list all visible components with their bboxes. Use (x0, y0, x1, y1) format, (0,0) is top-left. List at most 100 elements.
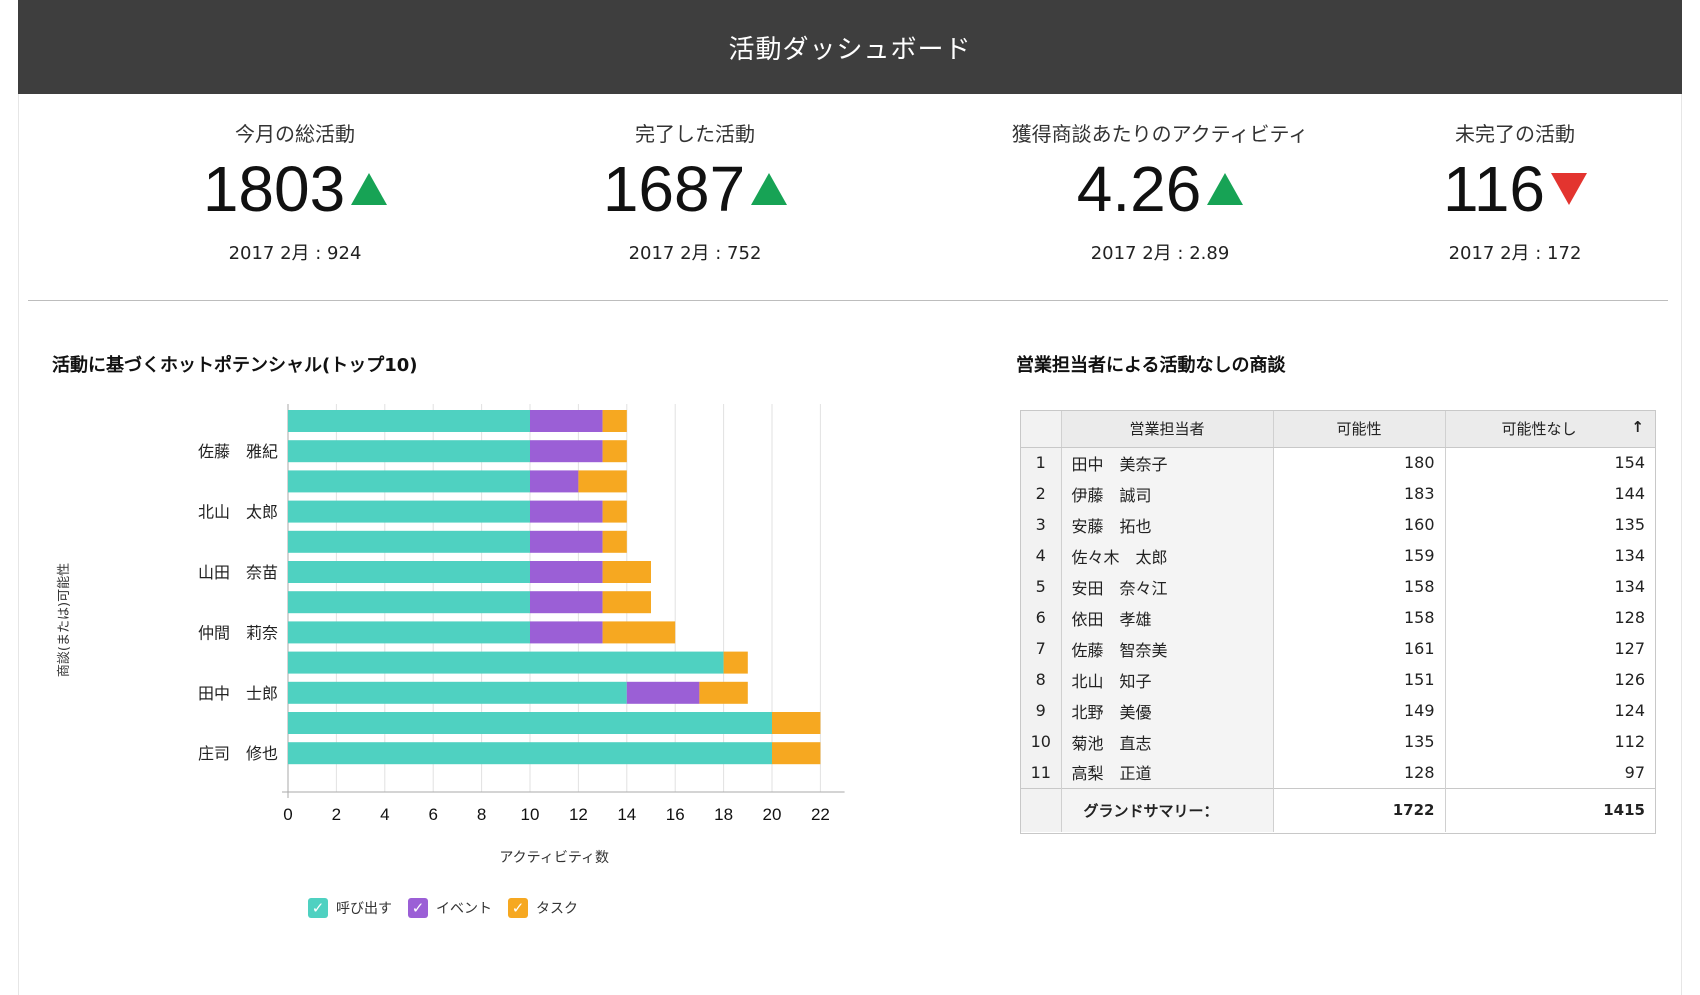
bar-segment[interactable] (602, 591, 651, 614)
bar-segment[interactable] (602, 440, 627, 463)
legend-item-event[interactable]: ✓ イベント (408, 898, 492, 918)
bar-segment[interactable] (530, 500, 603, 523)
x-tick-label: 12 (569, 805, 588, 824)
table-row[interactable]: 9 北野 美優 149 124 (1021, 695, 1655, 726)
row-index (1021, 787, 1062, 832)
table-row[interactable]: 6 依田 孝雄 158 128 (1021, 602, 1655, 633)
bar-segment[interactable] (288, 712, 772, 734)
bar-segment[interactable] (288, 621, 530, 644)
bar-segment[interactable] (288, 530, 530, 553)
potential-cell: 180 (1273, 447, 1446, 478)
legend-label: イベント (436, 901, 492, 917)
bar-segment[interactable] (288, 742, 772, 765)
trend-up-icon (1207, 173, 1244, 205)
kpi-comparison: 2017 2月 : 752 (628, 243, 762, 264)
category-label: 山田 奈苗 (198, 563, 278, 582)
trend-up-icon (351, 173, 388, 205)
table-row[interactable]: 5 安田 奈々江 158 134 (1021, 571, 1655, 602)
column-header-no-potential[interactable]: 可能性なし ↑ (1445, 411, 1655, 448)
bar-segment[interactable] (530, 530, 603, 553)
legend-item-call[interactable]: ✓ 呼び出す (308, 898, 392, 918)
bar-segment[interactable] (578, 470, 627, 493)
bar-segment[interactable] (288, 500, 530, 523)
table-title: 営業担当者による活動なしの商談 (1016, 355, 1286, 376)
table-row[interactable]: 11 高梨 正道 128 97 (1021, 757, 1655, 788)
bar-segment[interactable] (602, 530, 627, 553)
bar-segment[interactable] (723, 651, 748, 674)
row-index: 10 (1021, 726, 1062, 757)
rep-name-cell: 佐々木 太郎 (1061, 540, 1274, 571)
kpi-activities-per-deal[interactable]: 獲得商談あたりのアクティビティ 4.26 2017 2月 : 2.89 (975, 118, 1345, 265)
sort-up-arrow-icon[interactable]: ↑ (1631, 418, 1644, 437)
total-label: グランドサマリー： (1061, 787, 1274, 832)
kpi-value: 1803 (202, 153, 346, 225)
bar-segment[interactable] (772, 742, 821, 765)
bar-segment[interactable] (288, 561, 530, 583)
row-index: 8 (1021, 664, 1062, 695)
bar-segment[interactable] (530, 470, 579, 493)
kpi-total-activities[interactable]: 今月の総活動 1803 2017 2月 : 924 (150, 118, 440, 265)
rep-name-cell: 依田 孝雄 (1061, 602, 1274, 633)
kpi-label: 今月の総活動 (235, 122, 355, 146)
bar-segment[interactable] (530, 591, 603, 614)
kpi-value: 4.26 (1076, 153, 1202, 225)
page-title: 活動ダッシュボード (728, 34, 972, 65)
table-row[interactable]: 4 佐々木 太郎 159 134 (1021, 540, 1655, 571)
row-index: 1 (1021, 447, 1062, 478)
bar-segment[interactable] (288, 470, 530, 493)
rep-name-cell: 北山 知子 (1061, 664, 1274, 695)
no-potential-cell: 127 (1614, 639, 1645, 658)
bar-segment[interactable] (602, 500, 627, 523)
kpi-label: 獲得商談あたりのアクティビティ (1011, 122, 1309, 146)
legend-label: 呼び出す (336, 901, 392, 917)
bar-segment[interactable] (288, 591, 530, 614)
bar-segment[interactable] (602, 621, 676, 644)
x-tick-label: 18 (714, 805, 733, 824)
bar-segment[interactable] (530, 440, 603, 463)
column-header-potential[interactable]: 可能性 (1273, 411, 1446, 448)
y-axis-label: 商談(または)可能性 (56, 563, 72, 677)
bar-segment[interactable] (772, 712, 821, 734)
check-icon[interactable]: ✓ (408, 898, 428, 918)
chart-legend: ✓ 呼び出す ✓ イベント ✓ タスク (308, 898, 594, 918)
bar-segment[interactable] (288, 681, 627, 704)
legend-item-task[interactable]: ✓ タスク (508, 898, 578, 918)
bar-segment[interactable] (530, 410, 603, 432)
column-header-rep[interactable]: 営業担当者 (1061, 411, 1274, 448)
kpi-value: 116 (1442, 153, 1546, 225)
potential-cell: 183 (1273, 478, 1446, 509)
potential-cell: 135 (1273, 726, 1446, 757)
bar-segment[interactable] (602, 561, 651, 583)
x-axis-label: アクティビティ数 (499, 850, 609, 866)
table-row[interactable]: 3 安藤 拓也 160 135 (1021, 509, 1655, 540)
table-row[interactable]: 1 田中 美奈子 180 154 (1021, 447, 1655, 478)
bar-segment[interactable] (288, 410, 530, 432)
bar-segment[interactable] (530, 561, 603, 583)
no-potential-cell: 126 (1614, 670, 1645, 689)
bar-segment[interactable] (288, 440, 530, 463)
table-total-row: グランドサマリー： 1722 1415 (1021, 787, 1655, 832)
table-row[interactable]: 2 伊藤 誠司 183 144 (1021, 478, 1655, 509)
check-icon[interactable]: ✓ (508, 898, 528, 918)
trend-down-icon (1551, 173, 1588, 205)
kpi-incomplete-activities[interactable]: 未完了の活動 116 2017 2月 : 172 (1380, 118, 1650, 265)
total-potential: 1722 (1273, 787, 1446, 832)
x-tick-label: 6 (428, 805, 437, 824)
rep-name-cell: 北野 美優 (1061, 695, 1274, 726)
rep-name-cell: 菊池 直志 (1061, 726, 1274, 757)
rep-name-cell: 安田 奈々江 (1061, 571, 1274, 602)
table-row[interactable]: 10 菊池 直志 135 112 (1021, 726, 1655, 757)
bar-segment[interactable] (626, 681, 700, 704)
check-icon[interactable]: ✓ (308, 898, 328, 918)
no-potential-cell: 134 (1614, 577, 1645, 596)
bar-segment[interactable] (288, 651, 724, 674)
bar-segment[interactable] (699, 681, 748, 704)
category-label: 佐藤 雅紀 (198, 442, 278, 461)
bar-segment[interactable] (602, 410, 627, 432)
kpi-completed-activities[interactable]: 完了した活動 1687 2017 2月 : 752 (550, 118, 840, 265)
table-row[interactable]: 8 北山 知子 151 126 (1021, 664, 1655, 695)
table-row[interactable]: 7 佐藤 智奈美 161 127 (1021, 633, 1655, 664)
bar-segment[interactable] (530, 621, 603, 644)
category-label: 田中 士郎 (198, 684, 278, 703)
